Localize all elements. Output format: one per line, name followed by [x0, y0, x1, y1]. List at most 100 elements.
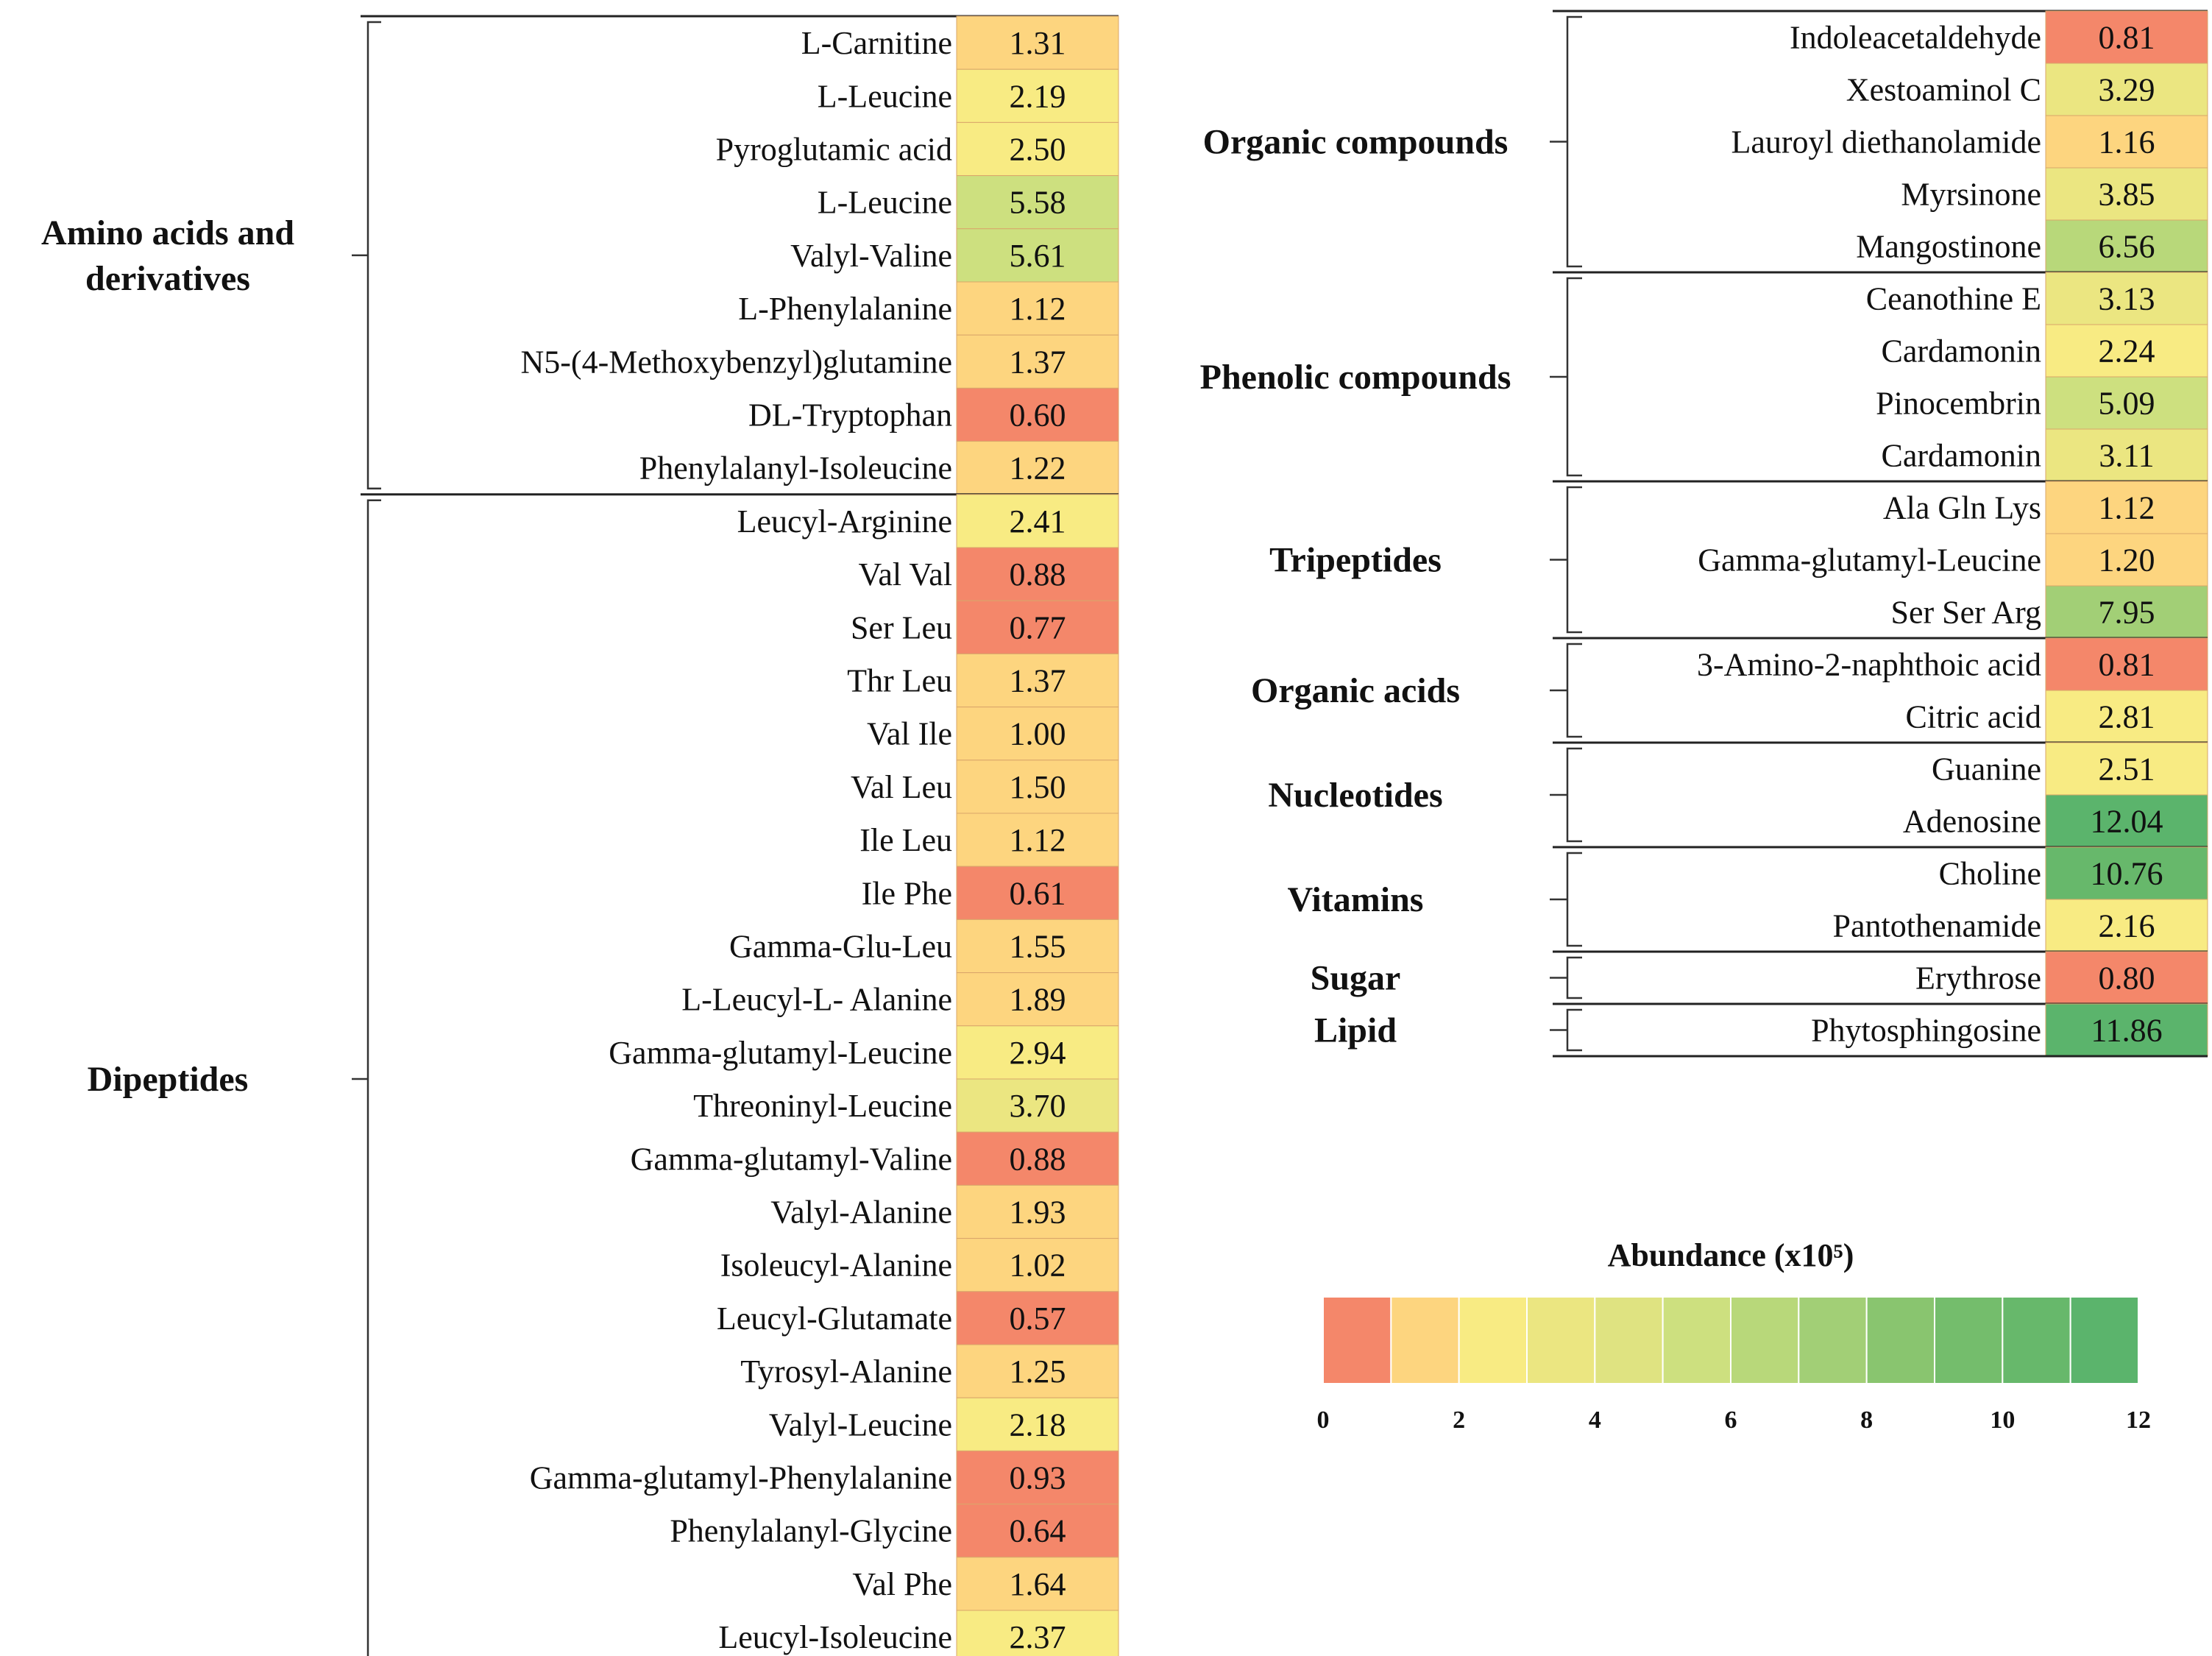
group-label-sugar: Sugar	[1311, 959, 1401, 998]
cell-value-label: 2.18	[1010, 1406, 1066, 1443]
cell-value-label: 0.61	[1010, 875, 1066, 911]
compound-label: L-Phenylalanine	[738, 291, 952, 327]
cell-value-label: 1.64	[1010, 1566, 1066, 1602]
compound-label: Val Val	[858, 556, 952, 592]
compound-label: L-Leucine	[818, 78, 952, 114]
legend-ticks: 0 2 4 6 8 10 12	[1317, 1406, 2152, 1434]
compound-label: Indoleacetaldehyde	[1790, 20, 2041, 56]
heatmap-cell	[956, 1025, 1119, 1080]
heatmap-cell	[956, 866, 1119, 920]
compound-label: Gamma-Glu-Leu	[729, 929, 952, 965]
heatmap-cell	[2045, 637, 2208, 691]
cell-value-label: 1.20	[2099, 542, 2155, 578]
cell-value-label: 0.93	[1010, 1460, 1066, 1496]
legend-swatch	[1322, 1296, 1392, 1384]
heatmap-cell	[956, 441, 1119, 495]
cell-value-label: 6.56	[2099, 229, 2155, 265]
heatmap-cell	[956, 1131, 1119, 1186]
heatmap-cell	[956, 813, 1119, 867]
compound-label: Gamma-glutamyl-Leucine	[1698, 542, 2041, 578]
compound-label: Val Ile	[867, 716, 952, 752]
heatmap-cell	[956, 334, 1119, 389]
cell-value-label: 0.57	[1010, 1301, 1066, 1337]
cell-value-label: 0.81	[2099, 647, 2155, 683]
compound-label: DL-Tryptophan	[748, 397, 952, 434]
compound-label: Lauroyl diethanolamide	[1731, 124, 2041, 160]
heatmap-cell	[2045, 585, 2208, 639]
compound-label: Phytosphingosine	[1811, 1013, 2041, 1049]
compound-label: Gamma-glutamyl-Phenylalanine	[530, 1460, 952, 1496]
heatmap-cell	[2045, 10, 2208, 64]
compound-label: Valyl-Valine	[790, 238, 952, 274]
compound-label: Val Leu	[851, 769, 952, 805]
left-panel: 1.31 L-Carnitine 2.19 L-Leucine 2.50 Pyroglut…	[41, 15, 1119, 1656]
compound-label: Pantothenamide	[1833, 908, 2042, 944]
compound-label: Ile Leu	[859, 822, 952, 858]
heatmap-cell	[956, 387, 1119, 442]
group-label-organic-compounds: Organic compounds	[1203, 123, 1509, 162]
compound-label: Phenylalanyl-Isoleucine	[639, 450, 952, 486]
heatmap-cell	[956, 919, 1119, 974]
cell-value-label: 3.11	[2099, 438, 2154, 474]
cell-value-label: 1.37	[1010, 344, 1066, 380]
legend-swatch	[1594, 1296, 1664, 1384]
group-bracket	[1550, 486, 1582, 634]
group-label-phenolic-compounds: Phenolic compounds	[1200, 358, 1511, 397]
compound-label: Leucyl-Isoleucine	[718, 1619, 952, 1655]
cell-value-label: 5.09	[2099, 386, 2155, 422]
compound-label: Pyroglutamic acid	[716, 132, 952, 168]
compound-label: Threoninyl-Leucine	[693, 1088, 952, 1124]
legend-tick-label: 2	[1453, 1406, 1465, 1434]
compound-label: Citric acid	[1906, 699, 2042, 735]
cell-value-label: 2.41	[1010, 503, 1066, 539]
compound-label: Valyl-Alanine	[770, 1195, 952, 1231]
group-label-dipeptides: Dipeptides	[88, 1060, 249, 1099]
heatmap-cell	[956, 228, 1119, 283]
compound-label: Ala Gln Lys	[1883, 490, 2041, 526]
compound-label: Erythrose	[1915, 960, 2041, 997]
compound-label: Val Phe	[852, 1566, 952, 1602]
compound-label: Ser Leu	[851, 609, 952, 645]
cell-value-label: 0.81	[2099, 20, 2155, 56]
group-label-tripeptides: Tripeptides	[1269, 541, 1442, 580]
heatmap-cell	[2045, 899, 2208, 952]
heatmap-cell	[956, 707, 1119, 761]
group-bracket	[1550, 643, 1582, 738]
heatmap-cell	[956, 281, 1119, 336]
cell-value-label: 2.24	[2099, 333, 2155, 369]
cell-value-label: 10.76	[2091, 856, 2163, 892]
compound-label: Leucyl-Glutamate	[717, 1301, 952, 1337]
heatmap-cell	[956, 1557, 1119, 1611]
heatmap-cell	[2045, 115, 2208, 169]
cell-value-label: 2.19	[1010, 78, 1066, 114]
compound-label: Cardamonin	[1881, 333, 2041, 369]
cell-value-label: 5.58	[1010, 185, 1066, 221]
compound-label: 3-Amino-2-naphthoic acid	[1697, 647, 2041, 683]
cell-value-label: 1.31	[1010, 25, 1066, 61]
cell-value-label: 7.95	[2099, 595, 2155, 631]
legend-swatch	[1798, 1296, 1868, 1384]
cell-value-label: 2.94	[1010, 1035, 1066, 1071]
legend-tick-label: 8	[1860, 1406, 1873, 1434]
cell-value-label: 1.00	[1010, 716, 1066, 752]
compound-label: N5-(4-Methoxybenzyl)glutamine	[520, 344, 952, 380]
heatmap-cell	[956, 760, 1119, 814]
heatmap-cell	[2045, 794, 2208, 848]
legend-swatches	[1322, 1296, 2140, 1384]
color-scale-legend: Abundance (x10⁵) 0 2 4 6 8 10 12	[1317, 1237, 2152, 1434]
heatmap-cell	[956, 972, 1119, 1027]
right-panel: 0.81 Indoleacetaldehyde 3.29 Xestoaminol C 1…	[1200, 10, 2208, 1058]
group-label-nucleotides: Nucleotides	[1268, 776, 1442, 815]
cell-value-label: 1.22	[1010, 450, 1066, 486]
cell-value-label: 0.88	[1010, 1141, 1066, 1177]
compound-label: Adenosine	[1903, 804, 2041, 840]
legend-swatch	[1865, 1296, 1936, 1384]
cell-value-label: 3.29	[2099, 72, 2155, 108]
compound-label: Isoleucyl-Alanine	[720, 1248, 952, 1284]
compound-label: Phenylalanyl-Glycine	[670, 1513, 952, 1549]
heatmap-cell	[956, 494, 1119, 548]
cell-value-label: 1.93	[1010, 1195, 1066, 1231]
group-label-vitamins: Vitamins	[1288, 880, 1424, 919]
heatmap-cell	[956, 1184, 1119, 1239]
